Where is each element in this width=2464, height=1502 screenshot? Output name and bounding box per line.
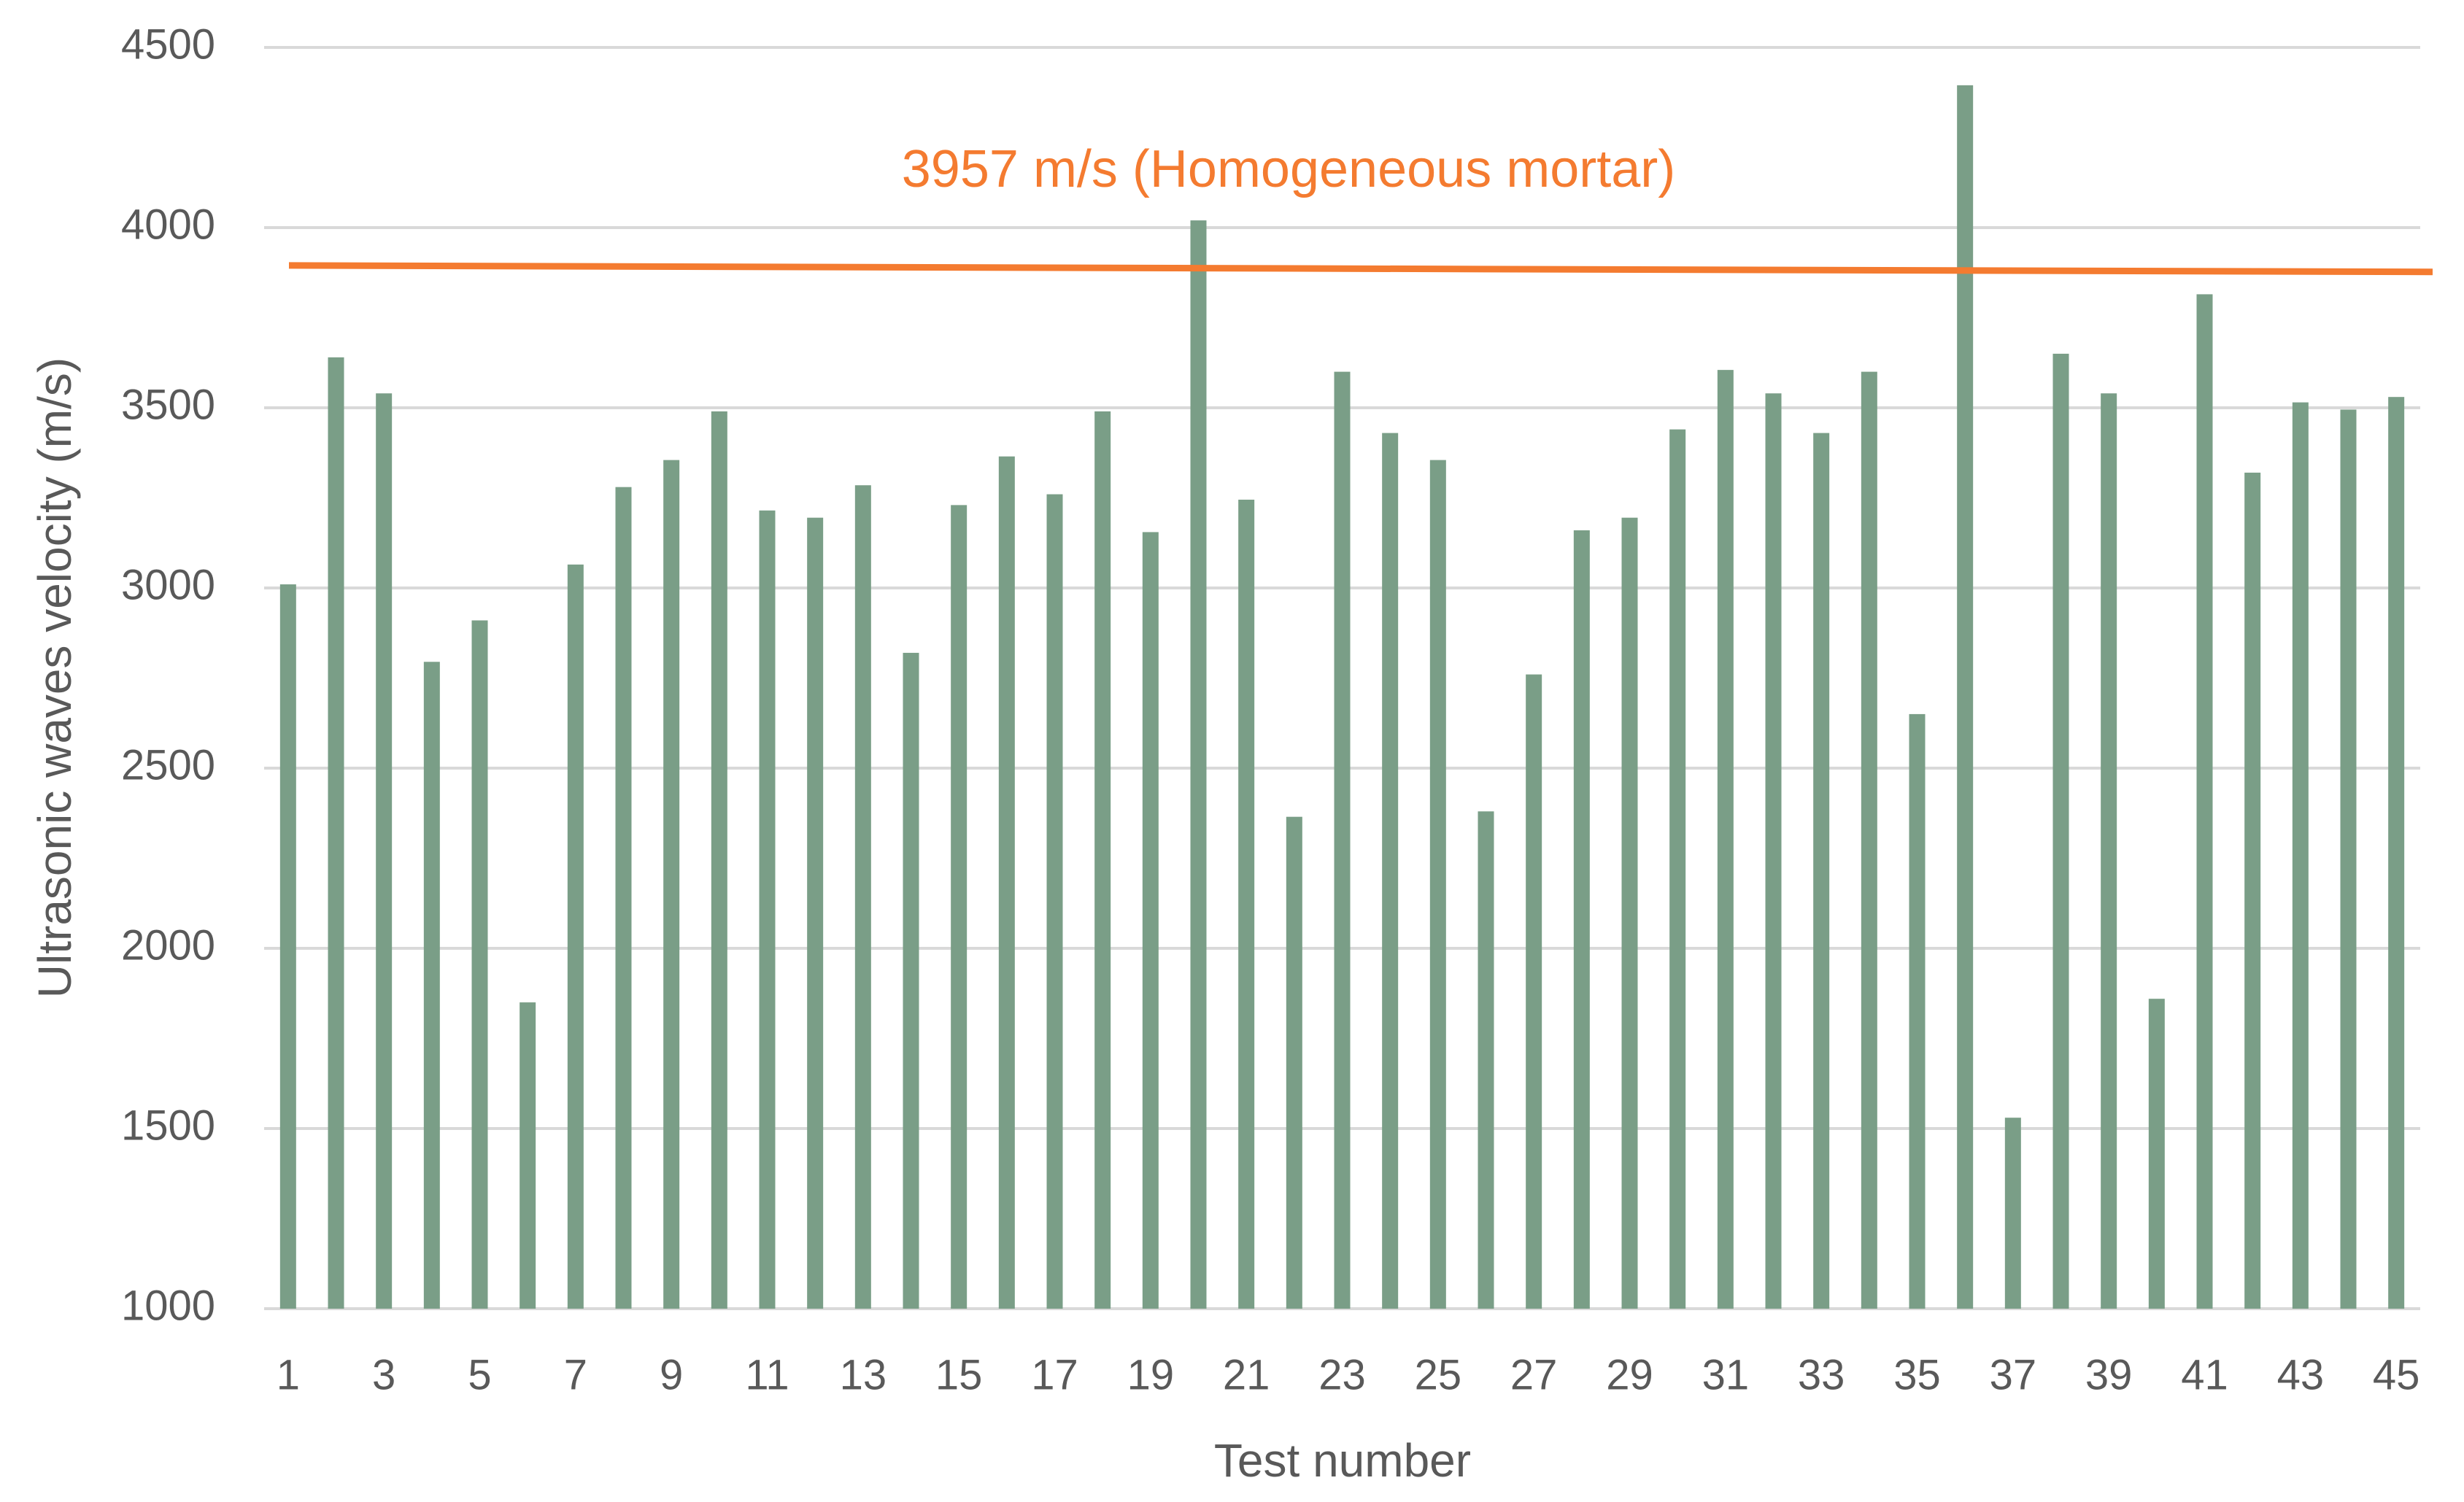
bar	[951, 505, 968, 1309]
bar	[1717, 370, 1734, 1309]
x-tick-label: 37	[1990, 1351, 2037, 1398]
bar	[711, 411, 727, 1309]
bar	[1286, 816, 1302, 1309]
bar	[854, 485, 871, 1309]
bar	[328, 357, 344, 1309]
x-tick-label: 31	[1702, 1351, 1750, 1398]
x-tick-label: 15	[935, 1351, 983, 1398]
x-tick-label: 27	[1510, 1351, 1558, 1398]
x-tick-label: 19	[1127, 1351, 1175, 1398]
bar	[1669, 429, 1686, 1309]
bar	[1334, 371, 1351, 1309]
bar	[2004, 1118, 2021, 1309]
bar	[376, 393, 393, 1309]
reference-line	[288, 262, 2433, 276]
x-tick-label: 21	[1223, 1351, 1270, 1398]
bar	[2196, 294, 2213, 1309]
x-tick-label: 33	[1798, 1351, 1845, 1398]
bar	[1765, 393, 1782, 1309]
bar	[1909, 713, 1926, 1309]
x-tick-label: 13	[840, 1351, 887, 1398]
bar	[759, 510, 776, 1309]
bar	[2148, 999, 2165, 1309]
y-tick-label: 1000	[121, 1282, 215, 1329]
bar	[2388, 397, 2405, 1309]
bar	[1094, 411, 1111, 1309]
x-tick-label: 7	[564, 1351, 587, 1398]
y-tick-label: 1500	[121, 1102, 215, 1149]
bar	[998, 456, 1015, 1309]
bar	[2052, 353, 2069, 1309]
bar	[663, 460, 680, 1309]
y-tick-label: 2000	[121, 921, 215, 969]
bar	[1526, 674, 1542, 1309]
bar	[471, 620, 488, 1309]
bar	[423, 662, 440, 1309]
y-tick-label: 3500	[121, 381, 215, 428]
reference-label: 3957 m/s (Homogeneous mortar)	[902, 140, 1675, 198]
x-tick-label: 41	[2181, 1351, 2228, 1398]
y-tick-label: 2500	[121, 741, 215, 789]
bar	[615, 487, 632, 1309]
bar	[2292, 402, 2309, 1309]
bar	[1382, 433, 1399, 1309]
y-tick-label: 4500	[121, 20, 215, 68]
bar	[520, 1002, 536, 1309]
y-tick-label: 4000	[121, 201, 215, 248]
x-tick-label: 29	[1606, 1351, 1653, 1398]
x-axis-title: Test number	[1214, 1434, 1471, 1487]
bar	[1573, 530, 1590, 1309]
x-tick-label: 43	[2277, 1351, 2325, 1398]
x-tick-label: 23	[1318, 1351, 1366, 1398]
bar	[567, 564, 584, 1309]
bar	[2244, 472, 2261, 1309]
x-tick-label: 3	[372, 1351, 395, 1398]
bar	[2101, 393, 2117, 1309]
y-axis-title: Ultrasonic waves velocity (m/s)	[28, 357, 81, 998]
bar	[1238, 499, 1255, 1309]
bar	[1621, 517, 1638, 1309]
bar	[279, 584, 296, 1309]
bar	[1478, 811, 1494, 1309]
x-tick-label: 9	[660, 1351, 683, 1398]
bar	[1957, 85, 1974, 1309]
bar	[807, 517, 824, 1309]
x-tick-label: 1	[277, 1351, 300, 1398]
bar	[1861, 371, 1877, 1309]
bar	[903, 652, 919, 1309]
bar	[1046, 494, 1063, 1309]
x-tick-label: 17	[1031, 1351, 1078, 1398]
x-tick-label: 45	[2373, 1351, 2420, 1398]
bar	[2340, 409, 2357, 1309]
y-tick-label: 3000	[121, 561, 215, 608]
x-tick-label: 11	[745, 1351, 789, 1398]
x-tick-label: 5	[468, 1351, 491, 1398]
bar	[1429, 460, 1446, 1309]
x-tick-label: 39	[2085, 1351, 2133, 1398]
bar	[1142, 532, 1159, 1309]
x-tick-label: 35	[1893, 1351, 1941, 1398]
x-tick-label: 25	[1415, 1351, 1462, 1398]
bar	[1190, 220, 1207, 1309]
bar	[1813, 433, 1830, 1309]
